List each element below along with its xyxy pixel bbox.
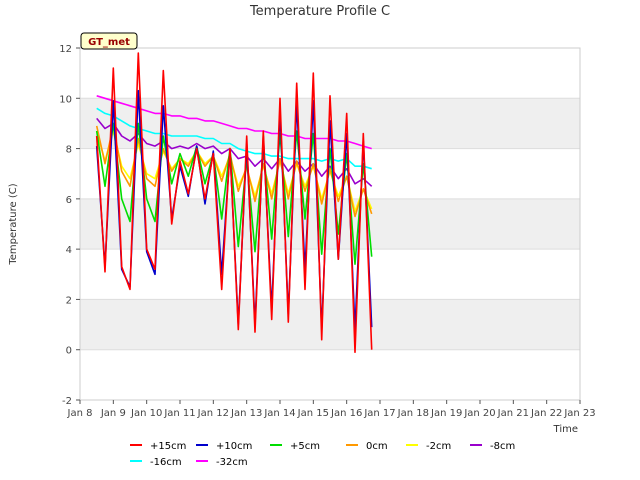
- x-tick-label: Jan 22: [530, 408, 562, 419]
- x-tick-label: Jan 14: [263, 408, 295, 419]
- legend-label: -32cm: [216, 457, 248, 468]
- x-tick-label: Jan 17: [363, 408, 395, 419]
- x-tick-label: Jan 20: [463, 408, 495, 419]
- x-axis-ticks: Jan 8 Jan 9 Jan 10 Jan 11 Jan 12 Jan 13 Jan 14…: [67, 400, 596, 419]
- y-tick-label: -2: [62, 396, 72, 407]
- legend-label: -8cm: [490, 441, 515, 452]
- chart-title: Temperature Profile C: [249, 4, 390, 19]
- x-tick-label: Jan 16: [330, 408, 362, 419]
- x-tick-label: Jan 8: [67, 408, 93, 419]
- y-tick-label: 2: [66, 295, 72, 306]
- badge-label: GT_met: [88, 37, 130, 48]
- y-tick-label: 8: [66, 145, 72, 156]
- gt-met-badge: GT_met: [80, 32, 138, 50]
- y-tick-label: 0: [66, 346, 72, 357]
- x-tick-label: Jan 11: [163, 408, 195, 419]
- x-tick-label: Jan 15: [297, 408, 329, 419]
- x-tick-label: Jan 19: [430, 408, 462, 419]
- plot-area-border: [79, 47, 581, 401]
- y-tick-label: 12: [59, 44, 72, 55]
- y-tick-label: 6: [66, 195, 72, 206]
- y-tick-label: 4: [66, 245, 72, 256]
- y-tick-label: 10: [59, 94, 72, 105]
- series-line-minus32cm: [96, 95, 372, 150]
- x-tick-label: Jan 21: [497, 408, 529, 419]
- series-line-minus16cm: [96, 107, 372, 170]
- series-lines: [95, 52, 373, 353]
- y-axis-label: Temperature (C): [8, 183, 19, 265]
- x-tick-label: Jan 18: [397, 408, 429, 419]
- x-tick-label: Jan 10: [130, 408, 162, 419]
- legend-label: +5cm: [290, 441, 320, 452]
- legend-label: +15cm: [150, 441, 186, 452]
- legend-label: -16cm: [150, 457, 182, 468]
- x-tick-label: Jan 13: [230, 408, 262, 419]
- x-axis-label: Time: [553, 424, 578, 435]
- legend-label: -2cm: [426, 441, 451, 452]
- series-line-plus15cm: [95, 52, 373, 353]
- x-tick-label: Jan 23: [563, 408, 595, 419]
- legend-label: +10cm: [216, 441, 252, 452]
- x-tick-label: Jan 9: [100, 408, 126, 419]
- band: [80, 198, 580, 250]
- band: [80, 299, 580, 350]
- y-axis-ticks: -2 0 2 4 6 8 10 12: [59, 44, 80, 407]
- badge-box: [80, 32, 138, 50]
- legend: +15cm +10cm +5cm 0cm -2cm -8cm -16cm -32cm: [130, 441, 515, 468]
- x-tick-label: Jan 12: [197, 408, 229, 419]
- legend-label: 0cm: [366, 441, 388, 452]
